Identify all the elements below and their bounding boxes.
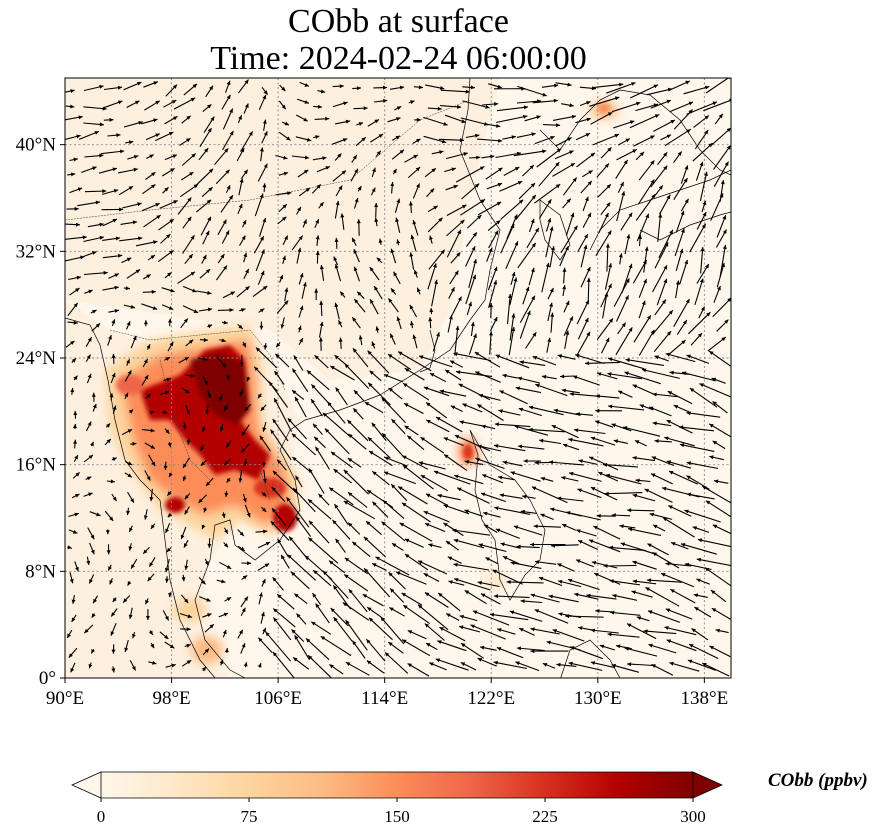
colorbar-tick-label: 300 [680,807,706,826]
lon-tick-label: 106°E [254,688,302,709]
lon-tick-label: 90°E [46,688,84,709]
lon-tick-label: 122°E [467,688,515,709]
lat-tick-label: 16°N [16,455,57,476]
colorbar: 0 75 150 225 300 [71,771,723,826]
coastlines [65,78,731,678]
colorbar-tick-label: 0 [97,807,106,826]
lat-tick-label: 0° [39,668,56,689]
colorbar-label: CObb (ppbv) [768,770,868,791]
lat-tick-label: 8°N [25,561,56,582]
lat-tick-label: 24°N [16,348,57,369]
wind-vectors [65,78,731,678]
map-title-line2: Time: 2024-02-24 06:00:00 [210,40,587,77]
lat-tick-label: 40°N [16,135,57,156]
colorbar-tick-label: 75 [241,807,258,826]
lon-tick-label: 130°E [574,688,622,709]
longitude-axis: 90°E 98°E 106°E 114°E 122°E 130°E 138°E [46,678,728,709]
map-title-line1: CObb at surface [288,3,509,40]
latitude-axis: 0° 8°N 16°N 24°N 32°N 40°N [16,135,65,689]
colorbar-tick-label: 150 [384,807,410,826]
lon-tick-label: 138°E [681,688,729,709]
colorbar-body [101,772,693,798]
gridlines [65,78,731,678]
lat-tick-label: 32°N [16,241,57,262]
colorbar-extend-min [71,771,102,799]
lon-tick-label: 98°E [152,688,190,709]
map-frame [64,77,732,679]
lon-tick-label: 114°E [361,688,408,709]
country-borders [65,99,471,501]
colorbar-tick-label: 225 [532,807,558,826]
cobb-concentration-field [105,101,618,664]
colorbar-extend-max [692,771,723,799]
